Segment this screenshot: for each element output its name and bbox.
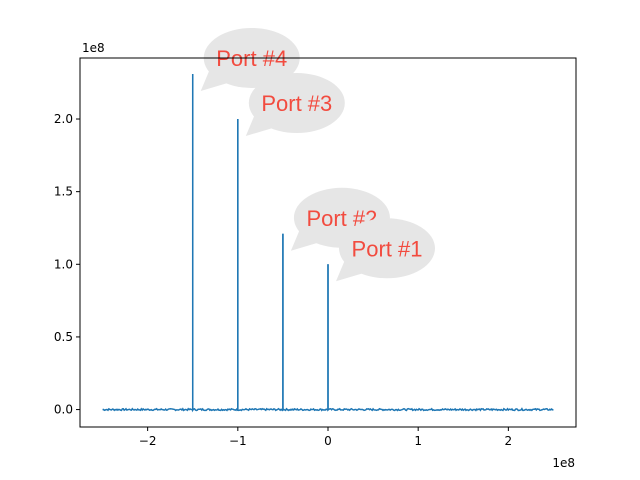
- callout-label: Port #1: [352, 236, 423, 261]
- y-tick-label: 1.0: [54, 257, 73, 271]
- x-tick-label: 0: [324, 434, 332, 448]
- y-offset-label: 1e8: [82, 41, 105, 55]
- y-tick-label: 0.5: [54, 330, 73, 344]
- port-callout: Port #3: [245, 73, 345, 137]
- y-tick-label: 0.0: [54, 403, 73, 417]
- port-callout: Port #1: [336, 218, 435, 282]
- y-tick-label: 2.0: [54, 112, 73, 126]
- x-tick-label: −1: [229, 434, 247, 448]
- callout-bubble: [248, 73, 345, 134]
- callout-bubble: [339, 218, 435, 279]
- x-tick-label: −2: [139, 434, 157, 448]
- signal-line: [102, 73, 554, 413]
- x-tick-label: 2: [505, 434, 513, 448]
- y-tick-label: 1.5: [54, 185, 73, 199]
- x-offset-label: 1e8: [552, 456, 575, 470]
- callout-label: Port #3: [261, 91, 332, 116]
- x-tick-label: 1: [414, 434, 422, 448]
